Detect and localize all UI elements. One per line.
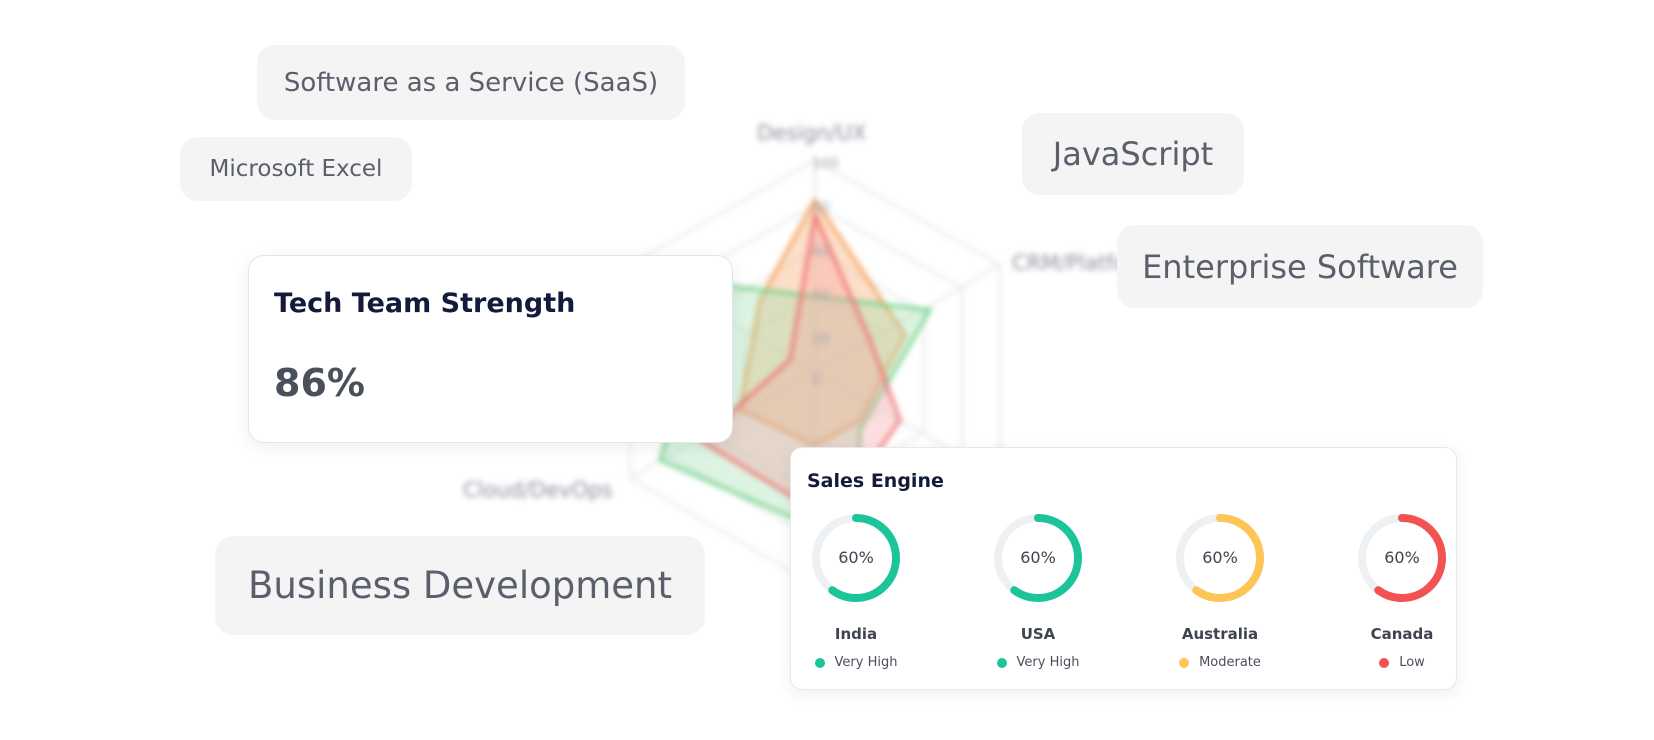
radar-tick-0: 0	[812, 373, 821, 389]
radar-tick-20: 20	[812, 332, 830, 348]
skill-chip-business-development: Business Development	[215, 536, 705, 635]
gauge-level-label: Very High	[834, 655, 898, 670]
donut-gauge	[994, 514, 1082, 602]
gauge-usa: 60% USA Very High	[973, 512, 1103, 687]
gauge-value: 60%	[1384, 548, 1420, 567]
radar-tick-100: 100	[812, 156, 839, 172]
skill-chip-enterprise-software: Enterprise Software	[1117, 225, 1483, 308]
donut-gauge	[1358, 514, 1446, 602]
gauge-country: USA	[1020, 625, 1056, 643]
tech-card-value: 86%	[274, 361, 365, 405]
tech-team-strength-card: Tech Team Strength 86%	[248, 255, 733, 443]
radar-axis-cloud-devops: Cloud/DevOps	[463, 478, 612, 502]
gauge-value: 60%	[838, 548, 874, 567]
gauge-level: Very High	[973, 655, 1103, 670]
gauge-level-label: Very High	[1016, 655, 1080, 670]
gauge-arc	[812, 514, 900, 602]
tech-card-title: Tech Team Strength	[274, 288, 576, 319]
gauge-country: Australia	[1181, 625, 1259, 643]
gauge-level: Low	[1337, 655, 1467, 670]
skill-chip-excel: Microsoft Excel	[180, 137, 412, 201]
gauge-level: Very High	[791, 655, 921, 670]
status-dot	[996, 657, 1007, 668]
sales-engine-card: Sales Engine 60% India Very High 60% USA…	[790, 447, 1457, 690]
gauge-level-label: Moderate	[1199, 655, 1261, 670]
gauge-level-label: Low	[1399, 655, 1425, 670]
donut-gauge	[1176, 514, 1264, 602]
skill-chip-saas: Software as a Service (SaaS)	[257, 45, 685, 120]
gauge-australia: 60% Australia Moderate	[1155, 512, 1285, 687]
gauge-country: Canada	[1370, 625, 1434, 643]
radar-tick-40: 40	[812, 288, 830, 304]
donut-gauge	[812, 514, 900, 602]
status-dot	[1179, 657, 1190, 668]
radar-tick-80: 80	[812, 200, 830, 216]
radar-tick-60: 60	[812, 244, 830, 260]
gauge-level: Moderate	[1155, 655, 1285, 670]
status-dot	[814, 657, 825, 668]
gauge-canada: 60% Canada Low	[1337, 512, 1467, 687]
status-dot	[1379, 657, 1390, 668]
gauge-arc	[1358, 514, 1446, 602]
radar-axis-design-ux: Design/UX	[757, 121, 866, 145]
skill-chip-javascript: JavaScript	[1022, 113, 1244, 195]
gauge-india: 60% India Very High	[791, 512, 921, 687]
gauge-country: India	[834, 625, 878, 643]
sales-card-title: Sales Engine	[807, 470, 944, 492]
gauge-arc	[994, 514, 1082, 602]
gauge-value: 60%	[1202, 548, 1238, 567]
gauge-value: 60%	[1020, 548, 1056, 567]
gauge-arc	[1176, 514, 1264, 602]
